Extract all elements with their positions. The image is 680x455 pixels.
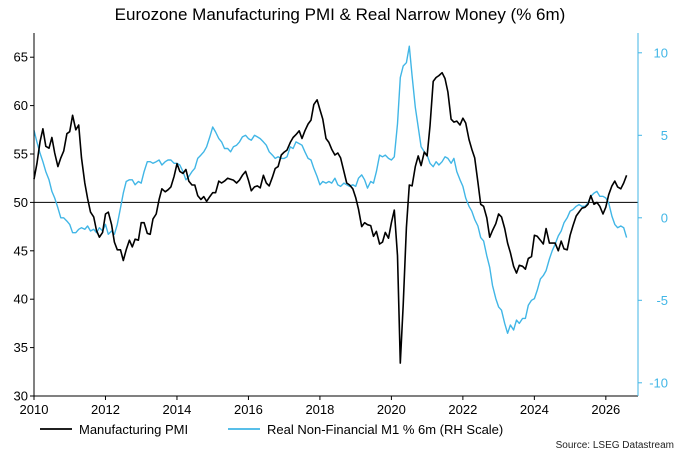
- y-left-tick-label: 40: [14, 292, 28, 307]
- y-right-tick-label: 0: [661, 210, 668, 225]
- y-left-tick-label: 35: [14, 340, 28, 355]
- x-tick-label: 2018: [305, 402, 334, 417]
- x-tick-label: 2014: [162, 402, 191, 417]
- y-left-tick-label: 30: [14, 389, 28, 404]
- legend-label-pmi: Manufacturing PMI: [79, 422, 188, 437]
- plot-area: [33, 45, 638, 364]
- x-tick-label: 2022: [448, 402, 477, 417]
- y-right-tick-label: 10: [654, 45, 668, 60]
- y-right-tick-label: -5: [656, 293, 668, 308]
- y-right-tick-label: -10: [649, 375, 668, 390]
- y-left-tick-label: 65: [14, 50, 28, 65]
- y-left-tick-label: 50: [14, 195, 28, 210]
- chart-title: Eurozone Manufacturing PMI & Real Narrow…: [115, 5, 566, 24]
- x-tick-label: 2020: [377, 402, 406, 417]
- x-tick-label: 2010: [20, 402, 49, 417]
- series-line-pmi: [33, 71, 628, 364]
- x-tick-label: 2024: [520, 402, 549, 417]
- x-tick-label: 2016: [234, 402, 263, 417]
- source-note: Source: LSEG Datastream: [556, 440, 674, 451]
- series-line-m1: [33, 45, 628, 334]
- y-right-tick-label: 5: [661, 128, 668, 143]
- x-tick-label: 2012: [91, 402, 120, 417]
- legend: Manufacturing PMI Real Non-Financial M1 …: [40, 422, 503, 437]
- y-left-tick-label: 60: [14, 98, 28, 113]
- axis-ticks: 2010 2012 2014 2016 2018 2020 2022 2024 2026 30 35…: [14, 45, 668, 417]
- x-tick-label: 2026: [591, 402, 620, 417]
- y-left-tick-label: 55: [14, 147, 28, 162]
- y-left-tick-label: 45: [14, 243, 28, 258]
- legend-label-m1: Real Non-Financial M1 % 6m (RH Scale): [267, 422, 503, 437]
